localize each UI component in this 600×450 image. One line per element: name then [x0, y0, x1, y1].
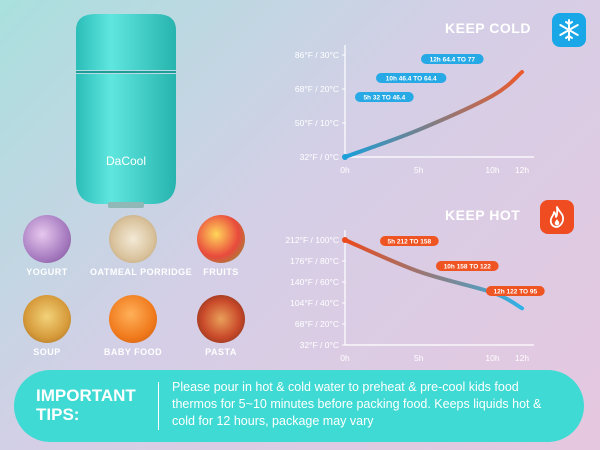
y-tick-label: 50°F / 10°C [295, 118, 339, 128]
annotation-label: 5h 212 TO 158 [388, 238, 432, 245]
x-tick-label: 12h [515, 353, 529, 363]
food-label: OATMEAL PORRIDGE [90, 267, 193, 277]
food-label: PASTA [205, 347, 237, 357]
food-item-pasta: PASTA [178, 295, 264, 357]
annotation-pill [355, 92, 414, 102]
snowflake-icon [552, 13, 586, 47]
x-tick-label: 5h [414, 165, 424, 175]
food-item-yogurt: YOGURT [4, 215, 90, 277]
food-grid: YOGURT OATMEAL PORRIDGE FRUITS SOUP BABY… [0, 205, 260, 365]
annotation-pill [376, 73, 447, 83]
y-tick-label: 68°F / 20°C [295, 319, 339, 329]
x-tick-label: 0h [340, 165, 350, 175]
y-tick-label: 32°F / 0°C [300, 152, 339, 162]
food-item-soup: SOUP [4, 295, 90, 357]
y-tick-label: 86°F / 30°C [295, 50, 339, 60]
food-label: SOUP [33, 347, 61, 357]
y-tick-label: 140°F / 60°C [290, 277, 339, 287]
keep-cold-title: KEEP COLD [445, 20, 531, 36]
series-line [343, 238, 524, 311]
tips-text: Please pour in hot & cold water to prehe… [172, 380, 542, 428]
brand-logo: DaCool [106, 154, 147, 168]
y-tick-label: 68°F / 20°C [295, 84, 339, 94]
annotation-label: 10h 46.4 TO 64.4 [386, 75, 437, 82]
x-tick-label: 10h [485, 165, 499, 175]
y-tick-label: 104°F / 40°C [290, 298, 339, 308]
thermos-product-image: DaCool [66, 10, 186, 210]
annotation-pill [421, 54, 484, 64]
oatmeal-image [109, 215, 157, 263]
food-label: FRUITS [203, 267, 239, 277]
food-item-fruits: FRUITS [178, 215, 264, 277]
food-label: YOGURT [26, 267, 68, 277]
flame-icon [540, 200, 574, 234]
annotation-label: 12h 122 TO 95 [494, 288, 538, 295]
pasta-image [197, 295, 245, 343]
series-start-point [342, 154, 348, 160]
keep-hot-title: KEEP HOT [445, 207, 521, 223]
baby-food-image [109, 295, 157, 343]
series-start-point [342, 237, 348, 243]
annotation-pill [486, 286, 545, 296]
series-line [343, 70, 524, 159]
fruits-image [197, 215, 245, 263]
food-item-baby-food: BABY FOOD [90, 295, 176, 357]
tips-divider [158, 382, 159, 430]
x-tick-label: 0h [340, 353, 350, 363]
annotation-label: 10h 158 TO 122 [444, 263, 492, 270]
annotation-pill [436, 261, 499, 271]
y-tick-label: 176°F / 80°C [290, 256, 339, 266]
food-item-oatmeal-porridge: OATMEAL PORRIDGE [90, 215, 193, 277]
y-tick-label: 212°F / 100°C [285, 235, 339, 245]
x-tick-label: 10h [485, 353, 499, 363]
soup-image [23, 295, 71, 343]
yogurt-image [23, 215, 71, 263]
important-tips-banner: IMPORTANT TIPS: Please pour in hot & col… [14, 370, 584, 442]
annotation-pill [380, 236, 439, 246]
y-tick-label: 32°F / 0°C [300, 340, 339, 350]
x-tick-label: 12h [515, 165, 529, 175]
x-tick-label: 5h [414, 353, 424, 363]
annotation-label: 5h 32 TO 46.4 [363, 94, 405, 101]
annotation-label: 12h 64.4 TO 77 [430, 56, 476, 63]
food-label: BABY FOOD [103, 347, 163, 357]
tips-label: IMPORTANT TIPS: [36, 386, 136, 424]
